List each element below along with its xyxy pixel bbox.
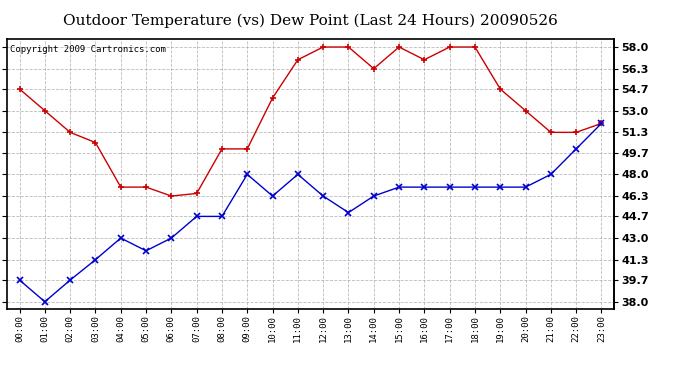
Text: Outdoor Temperature (vs) Dew Point (Last 24 Hours) 20090526: Outdoor Temperature (vs) Dew Point (Last…	[63, 13, 558, 27]
Text: Copyright 2009 Cartronics.com: Copyright 2009 Cartronics.com	[10, 45, 166, 54]
